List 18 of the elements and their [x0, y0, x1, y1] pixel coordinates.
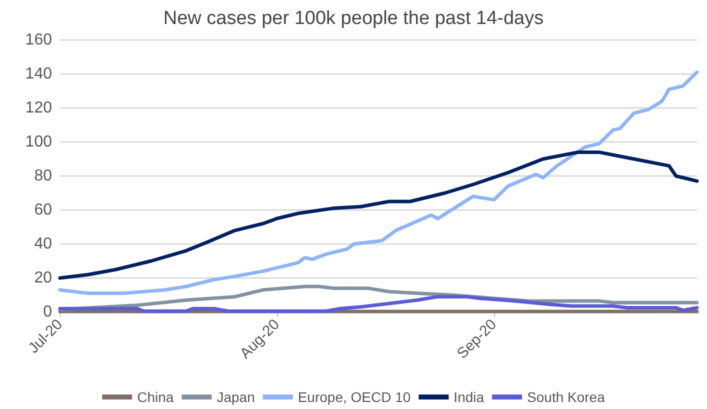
y-tick-label: 80 — [34, 168, 52, 184]
y-tick-label: 140 — [25, 66, 52, 82]
legend-label: China — [137, 389, 174, 405]
legend-label: Japan — [216, 389, 255, 405]
y-tick-label: 0 — [43, 304, 52, 320]
legend-label: South Korea — [527, 389, 606, 405]
y-tick-label: 20 — [34, 270, 52, 286]
y-tick-label: 100 — [25, 134, 52, 150]
legend-label: Europe, OECD 10 — [298, 389, 411, 405]
y-tick-label: 160 — [25, 32, 52, 48]
y-tick-label: 40 — [34, 236, 52, 252]
legend-label: India — [454, 389, 484, 405]
chart-title: New cases per 100k people the past 14-days — [163, 8, 544, 29]
y-tick-label: 60 — [34, 202, 52, 218]
line-series — [58, 294, 699, 313]
line-series — [58, 150, 699, 280]
line-series — [58, 70, 699, 296]
y-tick-label: 120 — [25, 100, 52, 116]
